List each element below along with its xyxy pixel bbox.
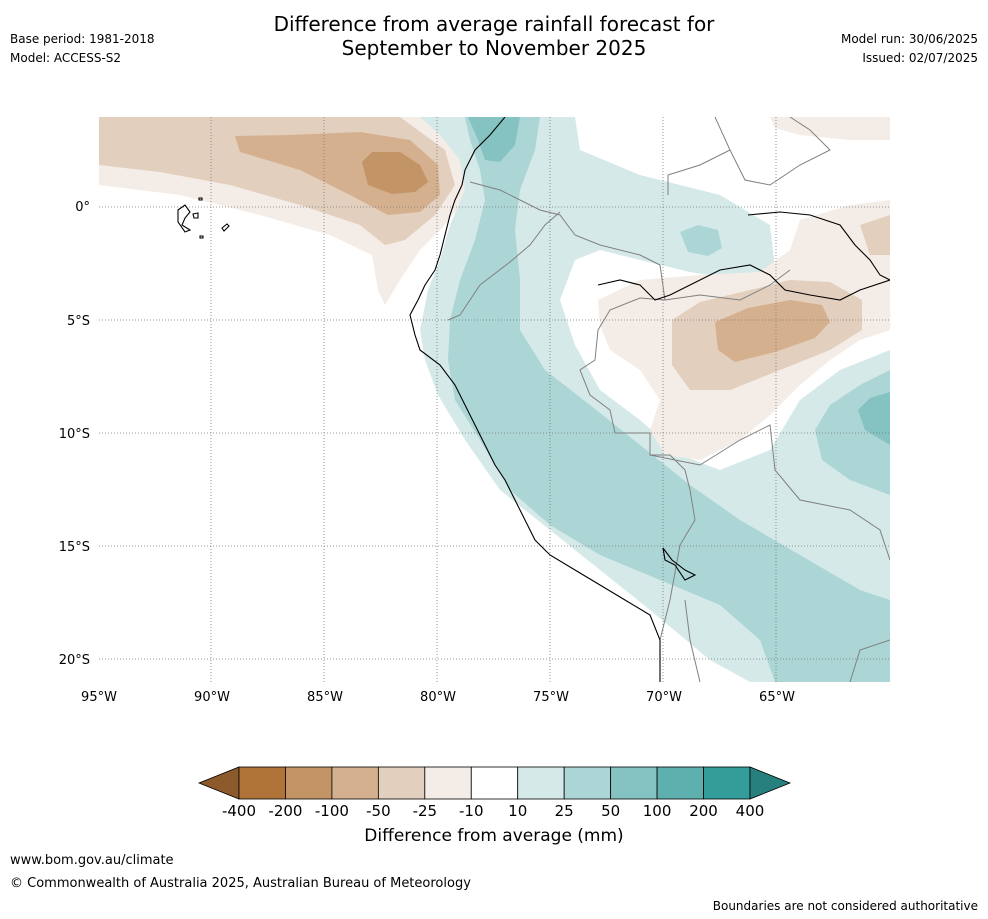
lat-label: 15°S xyxy=(59,540,90,555)
footer-disclaimer: Boundaries are not considered authoritat… xyxy=(712,899,978,913)
colorbar-tick-label: -10 xyxy=(459,802,484,820)
lon-label: 90°W xyxy=(194,690,230,705)
dry-anomaly-top-10 xyxy=(770,117,890,140)
lat-label: 5°S xyxy=(67,314,90,329)
footer-copyright: © Commonwealth of Australia 2025, Austra… xyxy=(10,876,471,891)
colorbar-segment xyxy=(285,766,333,800)
colorbar-arrow-low xyxy=(197,766,240,800)
colorbar-segment xyxy=(656,766,704,800)
colorbar-tick-label: -400 xyxy=(222,802,256,820)
colorbar-tick-label: 400 xyxy=(736,802,765,820)
colorbar-segment xyxy=(331,766,379,800)
colorbar-segment xyxy=(377,766,426,800)
lon-label: 75°W xyxy=(533,690,569,705)
colorbar-tick-label: 100 xyxy=(643,802,672,820)
lon-label: 70°W xyxy=(646,690,682,705)
colorbar-segment xyxy=(470,766,519,800)
colorbar xyxy=(197,766,792,800)
latitude-labels: 0° 5°S 10°S 15°S 20°S xyxy=(59,200,90,668)
colorbar-segment xyxy=(238,766,286,800)
colorbar-tick-label: 25 xyxy=(555,802,574,820)
model-run: Model run: 30/06/2025 xyxy=(840,32,978,46)
wet-anomaly-northinner-25 xyxy=(680,225,722,256)
dry-anomaly-pacific-100 xyxy=(362,152,428,194)
colorbar-tick-label: 200 xyxy=(689,802,718,820)
longitude-labels: 95°W 90°W 85°W 80°W 75°W 70°W 65°W xyxy=(81,690,795,705)
coastlines xyxy=(409,117,890,682)
colorbar-tick-label: 10 xyxy=(508,802,527,820)
map-area xyxy=(99,117,890,682)
chart-title: Difference from average rainfall forecas… xyxy=(0,12,988,60)
lat-label: 10°S xyxy=(59,427,90,442)
wet-anomaly-east-50 xyxy=(858,392,890,445)
base-period: Base period: 1981-2018 xyxy=(10,32,155,46)
lat-label: 0° xyxy=(75,200,90,215)
colorbar-segment xyxy=(424,766,472,800)
graticule xyxy=(99,117,890,682)
model-name: Model: ACCESS-S2 xyxy=(10,51,122,65)
galapagos-islands xyxy=(177,197,230,239)
title-line-2: September to November 2025 xyxy=(341,36,647,60)
issued-date: Issued: 02/07/2025 xyxy=(862,51,978,65)
colorbar-tick-label: 50 xyxy=(601,802,620,820)
lat-label: 20°S xyxy=(59,653,90,668)
colorbar-tick-label: -100 xyxy=(315,802,349,820)
meta-right: Model run: 30/06/2025 Issued: 02/07/2025 xyxy=(841,32,978,70)
lon-label: 85°W xyxy=(307,690,343,705)
colorbar-segment xyxy=(517,766,565,800)
colorbar-tick-label: -50 xyxy=(366,802,391,820)
meta-left: Base period: 1981-2018 Model: ACCESS-S2 xyxy=(10,32,155,70)
wet-anomaly-north-50 xyxy=(468,117,520,162)
lon-label: 95°W xyxy=(81,690,117,705)
colorbar-segment xyxy=(610,766,658,800)
lon-label: 80°W xyxy=(420,690,456,705)
colorbar-tick-label: -200 xyxy=(268,802,302,820)
legend-title: Difference from average (mm) xyxy=(364,826,624,846)
colorbar-segment xyxy=(563,766,612,800)
lon-label: 65°W xyxy=(759,690,795,705)
colorbar-segment xyxy=(703,766,751,800)
colorbar-ticks: -400 -200 -100 -50 -25 -10 10 25 50 100 200 400 xyxy=(222,802,764,820)
wet-anomaly-andes-25 xyxy=(448,117,890,682)
dry-anomaly-ne-25 xyxy=(860,215,890,255)
colorbar-arrow-high xyxy=(749,766,792,800)
colorbar-tick-label: -25 xyxy=(413,802,438,820)
footer-url: www.bom.gov.au/climate xyxy=(10,853,174,868)
dry-anomaly-amazon-50 xyxy=(715,300,830,362)
title-line-1: Difference from average rainfall forecas… xyxy=(273,12,715,36)
country-borders xyxy=(447,117,890,682)
